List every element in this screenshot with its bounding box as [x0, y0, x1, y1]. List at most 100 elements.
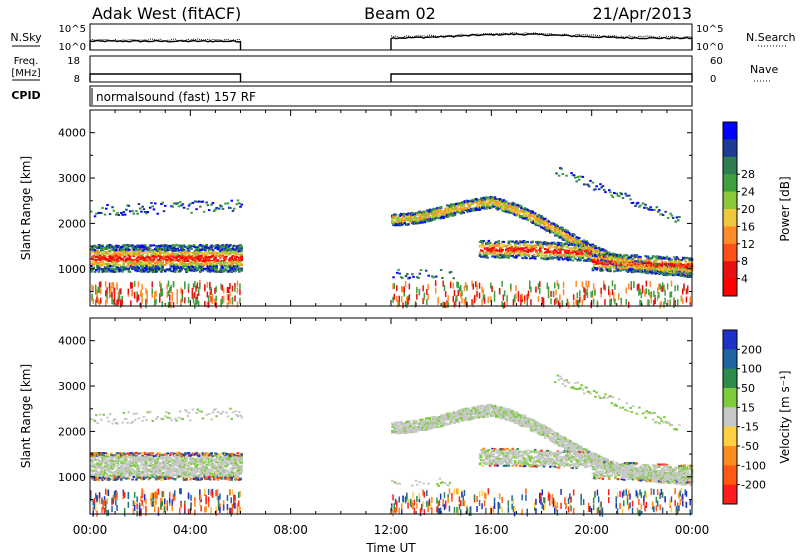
heatmap-cell	[523, 207, 527, 210]
heatmap-cell	[630, 259, 633, 262]
heatmap-cell	[199, 267, 202, 270]
heatmap-cell	[155, 265, 158, 268]
heatmap-cell	[645, 288, 648, 295]
heatmap-cell	[641, 268, 645, 271]
heatmap-cell	[222, 244, 226, 247]
heatmap-cell	[145, 302, 147, 309]
heatmap-cell	[535, 246, 538, 249]
heatmap-cell	[614, 261, 617, 264]
heatmap-cell	[180, 245, 183, 248]
heatmap-cell	[132, 266, 136, 269]
heatmap-cell	[477, 198, 480, 201]
heatmap-cell	[146, 254, 149, 257]
heatmap-cell	[162, 210, 166, 213]
heatmap-cell	[184, 260, 187, 263]
heatmap-cell	[174, 256, 177, 259]
heatmap-cell	[419, 221, 423, 224]
heatmap-cell	[646, 255, 650, 258]
heatmap-cell	[234, 256, 237, 258]
heatmap-cell	[544, 220, 547, 223]
heatmap-cell	[644, 290, 646, 297]
heatmap-cell	[535, 286, 537, 293]
heatmap-cell	[439, 210, 443, 213]
heatmap-cell	[423, 210, 427, 213]
heatmap-cell	[542, 242, 546, 245]
heatmap-cell	[393, 213, 396, 216]
heatmap-cell	[150, 259, 153, 262]
heatmap-cell	[117, 259, 121, 262]
heatmap-cell	[100, 297, 102, 304]
heatmap-cell	[96, 296, 98, 303]
heatmap-cell	[117, 298, 120, 305]
heatmap-cell	[580, 250, 583, 253]
heatmap-cell	[408, 294, 411, 301]
heatmap-cell	[169, 245, 172, 247]
heatmap-cell	[127, 258, 131, 261]
heatmap-cell	[438, 213, 442, 216]
heatmap-cell	[649, 262, 652, 265]
heatmap-cell	[486, 247, 489, 250]
heatmap-cell	[560, 246, 563, 249]
heatmap-cell	[648, 271, 651, 274]
heatmap-cell	[228, 247, 231, 250]
heatmap-cell	[595, 249, 598, 252]
heatmap-cell	[525, 246, 528, 249]
heatmap-cell	[625, 298, 627, 305]
heatmap-cell	[206, 270, 210, 273]
heatmap-cell	[406, 302, 408, 308]
heatmap-cell	[407, 216, 410, 219]
heatmap-cell	[490, 282, 492, 289]
heatmap-cell	[518, 240, 522, 243]
heatmap-cell	[121, 258, 124, 261]
heatmap-cell	[231, 263, 235, 266]
heatmap-cell	[399, 214, 403, 217]
heatmap-cell	[641, 262, 645, 265]
heatmap-cell	[552, 290, 555, 297]
heatmap-cell	[552, 252, 556, 255]
heatmap-cell	[407, 298, 409, 305]
heatmap-cell	[118, 257, 122, 259]
heatmap-cell	[207, 295, 210, 302]
heatmap-cell	[191, 265, 195, 268]
heatmap-cell	[417, 222, 420, 225]
heatmap-cell	[412, 275, 415, 278]
heatmap-cell	[147, 264, 151, 267]
heatmap-cell	[217, 270, 221, 273]
heatmap-cell	[105, 269, 108, 272]
heatmap-cell	[574, 246, 577, 249]
heatmap-cell	[523, 213, 527, 216]
heatmap-cell	[522, 249, 526, 252]
heatmap-cell	[477, 199, 480, 202]
heatmap-cell	[234, 248, 237, 251]
heatmap-cell	[240, 253, 243, 256]
heatmap-cell	[565, 229, 568, 232]
heatmap-cell	[467, 200, 470, 203]
heatmap-cell	[601, 259, 605, 262]
heatmap-cell	[648, 259, 651, 262]
heatmap-cell	[480, 206, 483, 209]
heatmap-cell	[444, 302, 447, 309]
heatmap-cell	[206, 267, 210, 270]
heatmap-cell	[431, 219, 434, 222]
heatmap-cell	[597, 188, 601, 191]
heatmap-cell	[401, 218, 404, 221]
heatmap-cell	[152, 250, 156, 253]
heatmap-cell	[199, 249, 202, 252]
heatmap-cell	[199, 265, 202, 268]
heatmap-cell	[487, 239, 491, 242]
heatmap-cell	[486, 241, 489, 244]
heatmap-cell	[166, 262, 169, 265]
heatmap-cell	[592, 249, 596, 252]
heatmap-cell	[511, 240, 514, 243]
heatmap-cell	[240, 255, 243, 258]
heatmap-cell	[176, 255, 179, 258]
heatmap-cell	[423, 221, 427, 224]
heatmap-cell	[481, 243, 484, 246]
heatmap-cell	[122, 244, 126, 247]
heatmap-cell	[404, 215, 408, 218]
heatmap-cell	[462, 204, 465, 207]
heatmap-cell	[210, 261, 213, 263]
heatmap-cell	[437, 217, 440, 220]
heatmap-cell	[228, 245, 231, 248]
heatmap-cell	[105, 207, 108, 210]
